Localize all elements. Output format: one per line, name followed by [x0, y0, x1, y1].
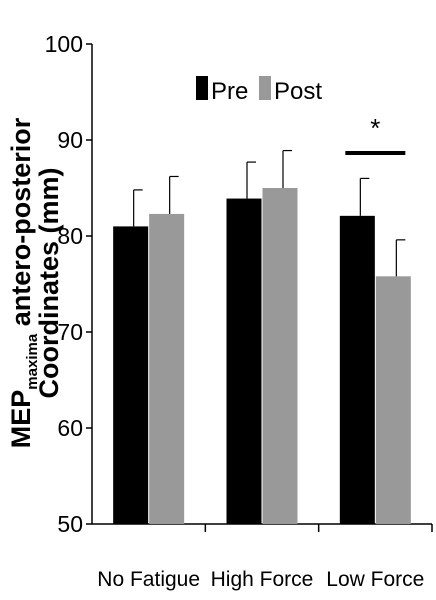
legend-swatch — [196, 76, 208, 100]
y-tick-label: 80 — [57, 223, 83, 249]
y-axis-label-sub: maxima — [24, 333, 41, 390]
bar — [149, 213, 185, 525]
axes: 50 60 70 80 90 100 No Fatigue High Force Low For… — [45, 31, 433, 591]
legend-label: Post — [274, 78, 322, 105]
y-tick-label: 70 — [57, 319, 83, 345]
y-axis-label-line2: Coordinates (mm) — [34, 167, 64, 398]
bar — [113, 226, 149, 524]
bar — [262, 188, 298, 524]
y-tick-label: 90 — [57, 127, 83, 153]
bar — [375, 276, 411, 524]
legend-label: Pre — [211, 78, 248, 105]
annotations: * — [345, 113, 406, 155]
bars — [113, 149, 411, 525]
y-axis-label: MEPmaxima antero-posterior — [6, 117, 41, 448]
bar — [226, 198, 262, 524]
significance-star: * — [370, 113, 380, 143]
y-tick-label: 100 — [45, 31, 83, 57]
y-axis-label-main: MEP — [6, 390, 36, 449]
x-tick-label: Low Force — [326, 568, 424, 591]
y-tick-label: 50 — [57, 511, 83, 537]
y-tick-label: 60 — [57, 415, 83, 441]
legend: Pre Post — [196, 76, 322, 105]
bar — [339, 215, 375, 524]
x-tick-label: High Force — [211, 568, 314, 591]
y-axis-label-rest: antero-posterior — [6, 117, 36, 334]
legend-swatch — [259, 76, 271, 100]
x-tick-label: No Fatigue — [97, 568, 200, 591]
